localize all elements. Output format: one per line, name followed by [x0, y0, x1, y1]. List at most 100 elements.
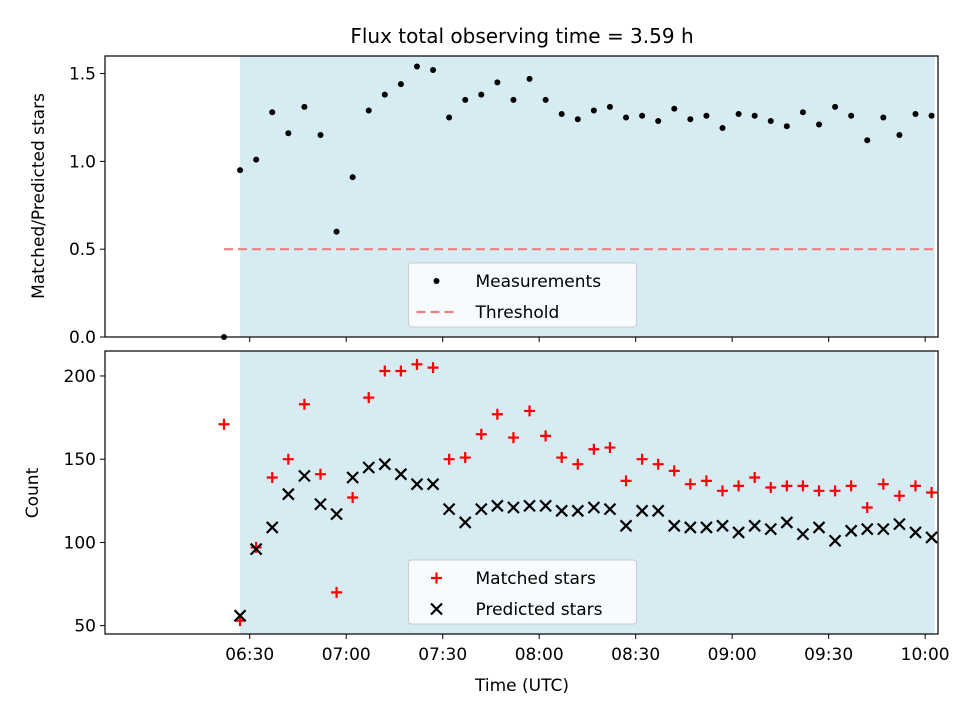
measurements-point	[494, 79, 501, 86]
measurements-point	[510, 96, 517, 103]
measurements-point	[606, 103, 613, 110]
predicted-stars-point	[651, 504, 665, 518]
predicted-stars-point	[314, 497, 327, 511]
matched-stars-point	[733, 480, 745, 492]
predicted-stars-point	[716, 519, 729, 533]
matched-stars-point	[347, 491, 359, 503]
matched-stars-point	[893, 490, 905, 502]
x-tick-label: 08:30	[611, 645, 660, 665]
predicted-stars-point	[426, 477, 440, 491]
y-tick-label: 1.5	[69, 65, 96, 85]
measurements-point	[687, 116, 694, 123]
predicted-stars-point	[860, 522, 874, 536]
predicted-stars-point	[684, 521, 697, 534]
matched-stars-point	[331, 586, 343, 598]
matched-stars-point	[379, 365, 391, 377]
measurements-point	[735, 110, 742, 117]
predicted-stars-point	[796, 527, 810, 541]
bottom-panel: 50 100 150 200 06:30 07:00 07:30 08:00 08:30 09:0…	[64, 350, 950, 665]
predicted-stars-point	[330, 507, 343, 521]
measurements-point	[526, 75, 533, 82]
measurements-point	[446, 114, 453, 121]
matched-stars-point	[459, 452, 471, 464]
predicted-stars-point	[249, 542, 263, 556]
predicted-stars-point	[587, 501, 601, 514]
matched-stars-point	[813, 485, 825, 497]
predicted-stars-point	[378, 457, 392, 471]
matched-stars-point	[781, 480, 793, 492]
predicted-stars-point	[555, 504, 568, 518]
matched-stars-point	[749, 472, 761, 484]
matched-stars-point	[668, 465, 680, 477]
matched-stars-point	[491, 408, 503, 420]
matched-stars-point	[572, 458, 584, 470]
matched-stars-point	[845, 480, 857, 492]
matched-stars-point	[765, 482, 777, 494]
predicted-stars-point	[475, 502, 488, 516]
predicted-stars-point	[442, 502, 456, 516]
matched-stars-point	[314, 468, 326, 480]
predicted-stars-point	[282, 487, 295, 501]
measurements-point	[237, 167, 244, 174]
measurements-point	[751, 112, 758, 119]
measurements-point	[478, 91, 485, 98]
x-tick-label: 07:30	[418, 645, 467, 665]
matched-stars-point	[507, 432, 519, 444]
predicted-stars-point	[619, 519, 633, 533]
legend-label: Measurements	[476, 272, 602, 292]
matched-stars-point	[556, 452, 568, 464]
predicted-stars-point	[362, 461, 376, 474]
top-panel: 0.0 0.5 1.0 1.5 Measurements Threshold	[69, 55, 939, 348]
predicted-stars-point	[539, 499, 552, 513]
predicted-stars-point	[780, 516, 794, 529]
top-y-axis-label: Matched/Predicted stars	[29, 93, 49, 299]
predicted-stars-point	[233, 609, 247, 622]
measurements-point	[542, 96, 549, 103]
predicted-stars-point	[571, 504, 585, 518]
measurements-point	[430, 67, 437, 74]
matched-stars-point	[604, 442, 616, 454]
predicted-stars-point	[523, 499, 536, 513]
chart-title: Flux total observing time = 3.59 h	[350, 24, 693, 48]
measurements-point	[317, 132, 324, 139]
matched-stars-point	[636, 453, 648, 465]
predicted-stars-point	[491, 499, 504, 513]
matched-stars-point	[652, 458, 664, 470]
y-tick-label: 0.5	[69, 240, 96, 260]
predicted-stars-point	[748, 519, 761, 533]
measurements-point	[655, 117, 662, 124]
predicted-stars-point	[458, 516, 472, 529]
bottom-y-axis-label: Count	[23, 467, 43, 518]
measurements-point	[365, 107, 372, 114]
measurements-point	[381, 91, 388, 98]
predicted-stars-point	[700, 521, 713, 534]
measurements-point	[333, 228, 340, 235]
matched-stars-point	[250, 541, 262, 553]
matched-stars-point	[540, 430, 552, 442]
matched-stars-point	[861, 501, 873, 513]
measurements-point	[832, 103, 839, 110]
y-tick-label: 50	[74, 617, 96, 637]
legend-box	[408, 559, 637, 625]
matched-stars-point	[411, 358, 423, 370]
measurements-point	[719, 125, 726, 132]
predicted-stars-point	[893, 517, 906, 531]
x-tick-label: 08:00	[515, 645, 564, 665]
matched-stars-point	[717, 485, 729, 497]
measurements-point	[574, 116, 581, 123]
matched-stars-point	[443, 453, 455, 465]
matched-stars-point	[700, 475, 712, 487]
predicted-stars-point	[812, 521, 826, 534]
predicted-stars-point	[603, 502, 617, 516]
x-tick-label: 09:00	[708, 645, 757, 665]
predicted-stars-point	[909, 526, 922, 539]
measurements-point	[912, 110, 919, 117]
measurements-point	[413, 63, 420, 70]
measurements-point	[269, 109, 276, 116]
measurements-point	[462, 96, 469, 103]
predicted-stars-point	[265, 521, 279, 534]
measurements-point	[639, 112, 646, 119]
predicted-stars-point	[764, 522, 778, 536]
measurements-point	[767, 117, 774, 124]
